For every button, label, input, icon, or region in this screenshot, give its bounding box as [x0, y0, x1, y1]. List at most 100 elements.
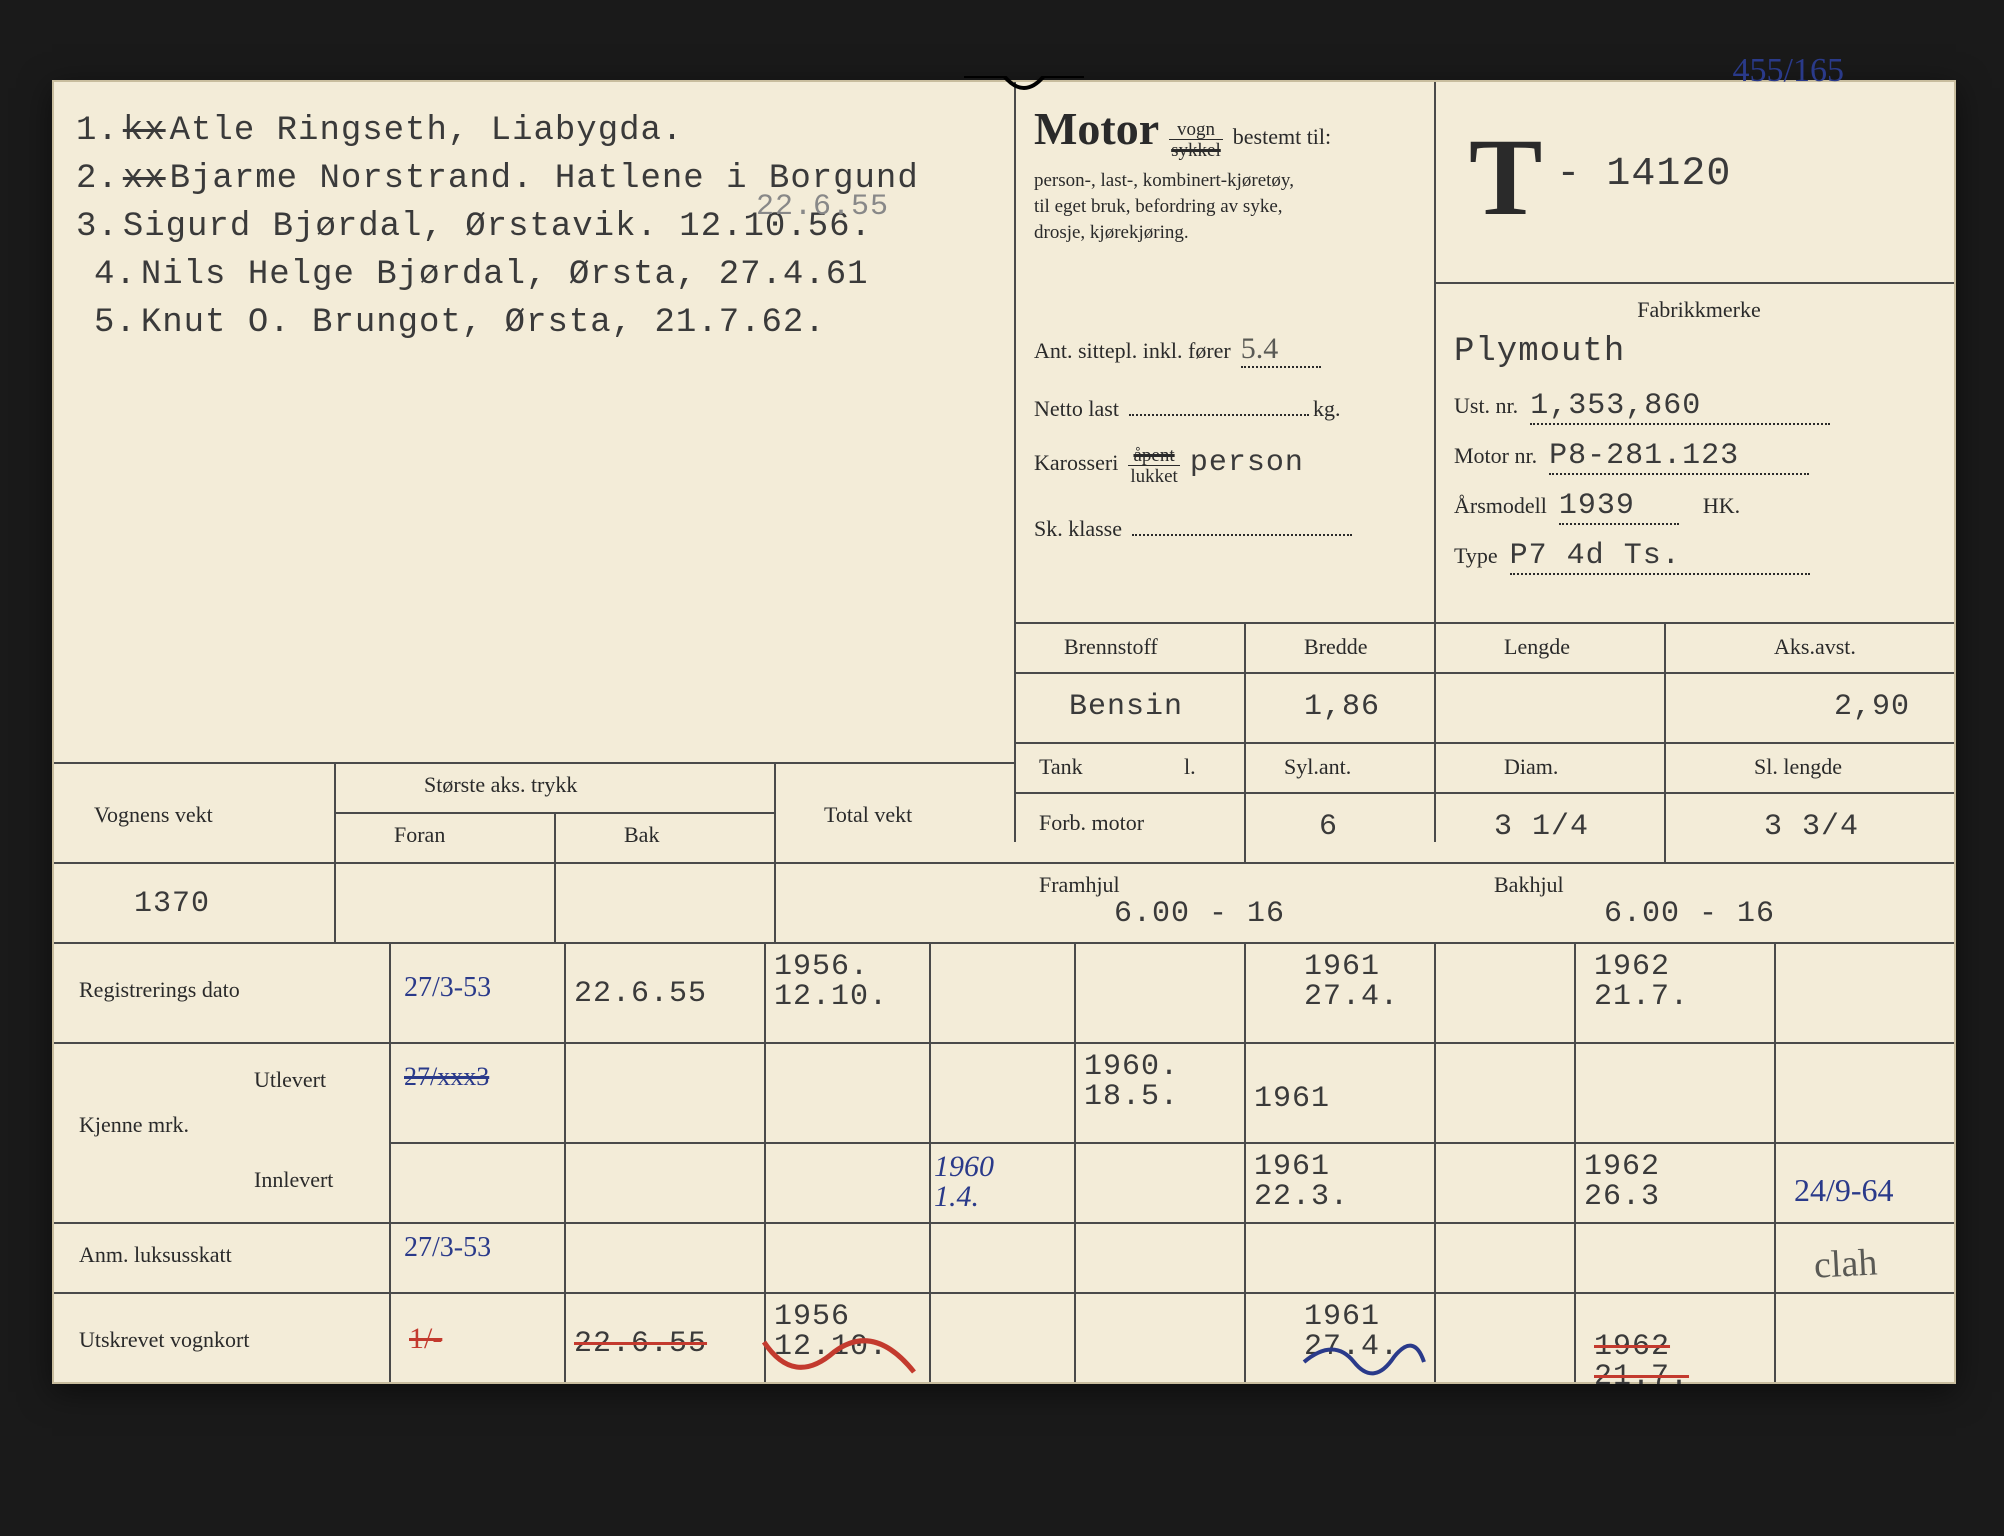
rule [54, 762, 1014, 764]
regdato-label: Registrerings dato [79, 977, 240, 1003]
mid-fields: Ant. sittepl. inkl. fører 5.4 Netto last… [1034, 322, 1414, 542]
owner-num: 5. [94, 304, 137, 342]
diam-label: Diam. [1504, 754, 1558, 780]
cell: 1960. 18.5. [1084, 1052, 1179, 1112]
sllen: 3 3/4 [1764, 810, 1859, 844]
motor-label: Motor [1034, 103, 1159, 154]
owners-list: 1. kx Atle Ringseth, Liabygda. 2. xx Bja… [76, 112, 1006, 342]
blue-loop-icon [1294, 1332, 1434, 1392]
rule [774, 762, 776, 942]
netto-label: Netto last [1034, 396, 1119, 421]
foran-label: Foran [394, 822, 445, 848]
registration-card: 455/165 1. kx Atle Ringseth, Liabygda. 2… [52, 80, 1956, 1384]
cell: 1962 21.7. [1594, 1302, 1689, 1392]
rule [1244, 622, 1246, 862]
cell: 1962 26.3 [1584, 1152, 1660, 1212]
ust-label: Ust. nr. [1454, 393, 1518, 418]
owner-num: 1. [76, 112, 119, 150]
brennstoff-label: Brennstoff [1064, 634, 1158, 660]
cell-signature: clah [1813, 1240, 1879, 1287]
rule [1434, 82, 1436, 842]
red-stroke-icon [754, 1332, 934, 1392]
owner-num: 3. [76, 208, 119, 246]
diam: 3 1/4 [1494, 810, 1589, 844]
owner-prefix: kx [123, 112, 166, 150]
frac-top: vogn [1177, 120, 1215, 139]
tank-label: Tank [1039, 754, 1083, 780]
rule [1014, 792, 1954, 794]
owner-text: Atle Ringseth, Liabygda. [170, 112, 684, 150]
fabrikkmerke-label: Fabrikkmerke [1454, 297, 1944, 323]
rule [929, 942, 931, 1382]
karosseri-label: Karosseri [1034, 450, 1118, 475]
seats: 5.4 [1241, 332, 1321, 368]
rule [554, 812, 556, 942]
owner-num: 2. [76, 160, 119, 198]
rule [1014, 672, 1954, 674]
cell: 1961 22.3. [1254, 1152, 1349, 1212]
make-block: Fabrikkmerke Plymouth Ust. nr. 1,353,860… [1454, 297, 1944, 575]
framhjul: 6.00 - 16 [1114, 897, 1285, 931]
bestemt: bestemt til: [1233, 124, 1331, 149]
bak-label: Bak [624, 822, 659, 848]
punch-mark-icon [964, 76, 1084, 102]
frac-bot: lukket [1128, 465, 1180, 486]
rule [1574, 942, 1576, 1382]
syl: 6 [1319, 810, 1338, 844]
karosseri: person [1190, 446, 1304, 480]
kjenne-label: Kjenne mrk. [79, 1112, 189, 1138]
rule [1074, 942, 1076, 1382]
rule [54, 942, 1954, 944]
cell: 1/- [409, 1322, 442, 1356]
cell: 22.6.55 [574, 1327, 707, 1361]
frac-bot: sykkel [1169, 139, 1223, 160]
rule [1434, 942, 1436, 1382]
forbm-label: Forb. motor [1039, 810, 1144, 836]
rule [1244, 942, 1246, 1382]
bredde: 1,86 [1304, 690, 1380, 724]
rule [54, 1042, 1954, 1044]
bredde-label: Bredde [1304, 634, 1368, 660]
owner-prefix: xx [123, 160, 166, 198]
motor-box: Motor vogn sykkel bestemt til: person-, … [1034, 102, 1414, 245]
stage: 455/165 1. kx Atle Ringseth, Liabygda. 2… [0, 0, 2004, 1536]
motor-nr: P8-281.123 [1549, 439, 1809, 475]
tank-l: l. [1184, 754, 1196, 780]
rule [1014, 82, 1016, 842]
arsmodell: 1939 [1559, 489, 1679, 525]
cell: 1960 1.4. [934, 1152, 994, 1212]
total-vekt-label: Total vekt [824, 802, 912, 828]
vognkort-label: Utskrevet vognkort [79, 1327, 249, 1353]
owner-overtype: 22.6.55 [756, 190, 889, 224]
owner-num: 4. [94, 256, 137, 294]
owner-text: Nils Helge Bjørdal, Ørsta, 27.4.61 [141, 256, 869, 294]
bakhjul: 6.00 - 16 [1604, 897, 1775, 931]
hk-label: HK. [1703, 493, 1740, 518]
cell: 27/3-53 [404, 972, 491, 1004]
plate-box: T - 14120 [1469, 122, 1731, 232]
rule [334, 762, 336, 942]
rule [564, 942, 566, 1382]
owner-text: Knut O. Brungot, Ørsta, 21.7.62. [141, 304, 826, 342]
fabrikkmerke: Plymouth [1454, 333, 1944, 371]
storste-label: Største aks. trykk [424, 772, 577, 798]
annotation-top-right: 455/165 [1733, 52, 1844, 90]
brennstoff: Bensin [1069, 690, 1183, 724]
reg-letter: T [1469, 116, 1542, 238]
arsmodell-label: Årsmodell [1454, 493, 1547, 518]
rule [1774, 942, 1776, 1382]
innlevert-label: Innlevert [254, 1167, 333, 1193]
kg: kg. [1313, 396, 1341, 421]
lengde-label: Lengde [1504, 634, 1570, 660]
cell: 1961 [1254, 1082, 1330, 1116]
rule [54, 1292, 1954, 1294]
cell: 24/9-64 [1794, 1172, 1894, 1209]
aksavst-label: Aks.avst. [1774, 634, 1856, 660]
cell: 1956. 12.10. [774, 952, 888, 1012]
aks-avst: 2,90 [1834, 690, 1910, 724]
vognens-vekt: 1370 [134, 887, 210, 921]
motor-lines: person-, last-, kombinert-kjøretøy, til … [1034, 168, 1414, 245]
cell: 22.6.55 [574, 977, 707, 1011]
rule [54, 862, 1954, 864]
cell: 1961 27.4. [1304, 952, 1399, 1012]
